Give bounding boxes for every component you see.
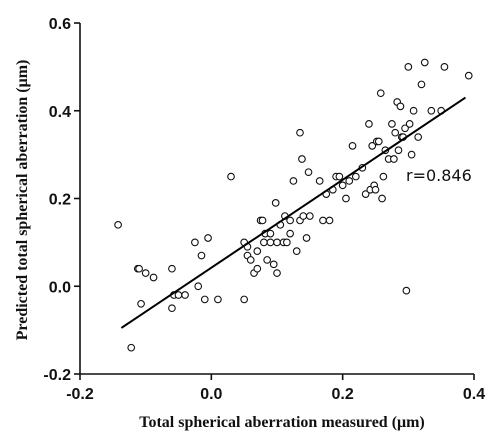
data-point [174,291,183,299]
data-point [269,260,278,269]
data-point [197,251,206,260]
data-point [253,247,262,255]
y-tick-label: -0.2 [43,367,71,384]
ticks: -0.2 0.0 0.2 0.4 0.6 -0.2 0.0 0.2 0.4 [43,16,485,403]
data-point [401,124,409,133]
data-point [379,172,388,181]
data-point [266,229,275,238]
data-point [394,146,403,155]
data-point [194,282,203,291]
data-point [305,212,314,220]
x-tick-label: 0.0 [200,386,222,403]
data-point [405,120,414,128]
data-point [260,238,268,247]
data-point [315,177,324,185]
y-axis-label: Predicted total spherical aberration (μm… [14,60,31,341]
data-point [371,185,380,194]
data-point [168,304,176,313]
data-point [273,269,281,277]
x-tick-label: 0.2 [332,386,354,403]
data-point [414,133,423,141]
data-point [214,295,222,304]
data-point [325,216,334,225]
data-point [361,190,370,198]
data-point [402,286,411,295]
data-point [286,229,294,238]
data-point [464,71,473,80]
y-tick-label: 0.2 [49,192,71,209]
data-points [114,58,473,352]
data-point [283,238,291,247]
data-point [296,128,304,137]
data-point [302,234,311,242]
data-point [168,264,176,273]
data-point [391,128,400,137]
data-point [299,212,308,220]
data-point [286,216,294,225]
x-tick-label: -0.2 [66,386,94,403]
data-point [289,177,298,185]
data-point [388,120,396,128]
data-point [319,216,327,225]
data-point [273,238,281,247]
data-point [376,89,385,98]
y-tick-label: 0.0 [49,279,71,296]
data-point [271,199,280,207]
data-point [342,194,350,203]
data-point [298,155,306,163]
data-point [348,142,357,150]
data-point [407,150,416,159]
data-point [417,80,426,89]
data-point [396,102,405,111]
data-point [181,291,189,299]
x-tick-label: 0.4 [463,386,485,403]
data-point [141,269,150,277]
data-point [374,137,383,146]
regression-line [120,96,467,329]
data-point [253,264,262,273]
data-point [378,194,386,203]
data-point [246,256,255,264]
data-point [440,63,449,71]
axes [79,23,474,375]
data-point [338,181,347,190]
data-point [335,172,344,181]
data-point [304,168,313,177]
data-point [149,273,158,282]
data-point [404,63,413,71]
data-point [114,220,122,229]
data-point [390,155,398,163]
data-point [409,106,418,115]
data-point [427,106,436,115]
data-point [258,216,267,225]
correlation-annotation: r=0.846 [406,166,472,185]
data-point [137,299,145,308]
x-axis-label: Total spherical aberration measured (μm) [139,414,425,431]
data-point [368,142,377,150]
data-point [191,238,199,247]
data-point [292,247,301,255]
data-point [263,256,272,264]
data-point [135,264,143,273]
data-point [351,172,360,181]
data-point [365,120,373,128]
y-tick-label: 0.6 [49,16,71,33]
data-point [345,177,354,185]
data-point [240,295,249,304]
data-point [200,295,209,304]
data-point [127,343,136,352]
data-point [266,238,275,247]
y-tick-label: 0.4 [49,104,71,121]
data-point [420,58,429,67]
data-point [204,234,212,242]
data-point [227,172,235,181]
